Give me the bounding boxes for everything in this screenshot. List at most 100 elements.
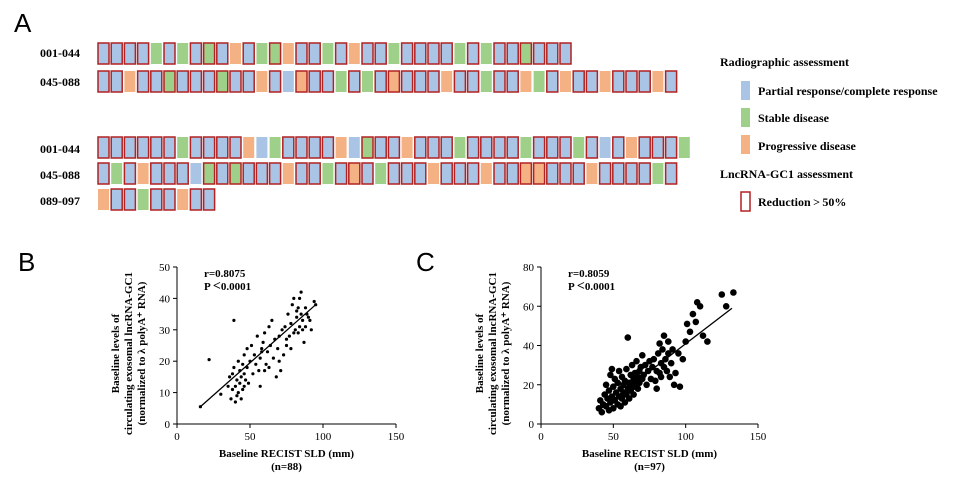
data-point: [306, 315, 310, 319]
cell-stable-reduction: [202, 162, 216, 185]
cell-response-reduction: [466, 70, 480, 93]
data-point: [309, 328, 313, 332]
data-point: [665, 338, 672, 345]
cell-progressive: [124, 71, 136, 92]
data-point: [265, 350, 270, 354]
data-point: [676, 383, 684, 391]
panel-c-letter: C: [416, 247, 435, 277]
data-point: [652, 377, 659, 385]
panel-c: C 0 20 40 60 80 0 50 100 150 Baseline RECIST SLD …: [416, 247, 767, 473]
cell-progressive: [243, 137, 255, 158]
data-point: [287, 334, 291, 338]
data-point: [640, 371, 647, 379]
cell-response-reduction: [612, 70, 625, 93]
cell-response-reduction: [202, 188, 216, 211]
cell-response-reduction: [189, 70, 203, 93]
data-point: [258, 384, 262, 388]
cell-progressive-reduction: [532, 162, 546, 185]
data-point: [239, 397, 243, 401]
cell-response-reduction: [163, 136, 176, 159]
cell-response-reduction: [493, 70, 506, 93]
cell-response-reduction: [295, 42, 308, 65]
cell-response-reduction: [242, 42, 255, 65]
y-tick-label: 40: [159, 293, 171, 305]
data-point: [657, 373, 665, 381]
cell-progressive: [348, 43, 360, 64]
cell-progressive: [282, 163, 294, 184]
data-point: [239, 375, 243, 379]
data-point: [607, 371, 614, 379]
cell-stable: [137, 189, 149, 210]
data-point: [249, 343, 254, 348]
row-label-g1-r2: 045-088: [40, 75, 80, 89]
data-point: [699, 332, 707, 340]
cell-response-reduction: [123, 42, 137, 65]
cell-progressive: [428, 163, 439, 184]
data-point: [286, 312, 290, 316]
data-point: [598, 408, 606, 416]
data-point: [270, 318, 274, 322]
cell-response-reduction: [440, 42, 453, 65]
cell-response-reduction: [216, 162, 229, 185]
cell-progressive-reduction: [295, 70, 308, 93]
data-point: [308, 318, 312, 322]
data-point: [605, 387, 613, 394]
sample-size-label: (n=97): [634, 461, 665, 473]
x-tick-label: 0: [538, 431, 544, 443]
data-point: [260, 350, 264, 354]
cell-progressive-reduction: [387, 70, 401, 93]
panel-a: A 001-044 045-088 001-044 045-088 089-09…: [14, 8, 938, 212]
row-label-g2-r2: 045-088: [40, 168, 80, 182]
y-tick-label: 80: [523, 262, 535, 274]
data-point: [314, 303, 318, 307]
cell-response: [190, 163, 202, 184]
data-point: [238, 381, 242, 385]
cell-response-reduction: [559, 136, 572, 159]
cell-response-reduction: [229, 70, 242, 93]
data-point: [660, 332, 668, 340]
cell-response-reduction: [163, 188, 176, 211]
y-axis-title-line: circulating exosomal lncRNA-GC1: [487, 272, 499, 435]
cell-response-reduction: [493, 42, 506, 65]
regression-line: [199, 304, 317, 408]
y-tick-label: 60: [523, 301, 535, 313]
row-label-g2-r3: 089-097: [40, 194, 80, 208]
data-point: [261, 340, 265, 344]
y-tick-label: 50: [159, 262, 171, 274]
cell-response-reduction: [572, 162, 585, 185]
data-point: [242, 372, 246, 376]
x-tick-label: 50: [608, 431, 620, 443]
cell-progressive: [137, 163, 149, 184]
data-point: [260, 347, 264, 351]
row-label-g1-r1: 001-044: [40, 46, 80, 60]
scatter-chart-b: 0 10 20 30 40 50 0 50 100 150 Baseline RECIST SLD …: [110, 262, 405, 473]
data-point: [633, 357, 640, 365]
x-tick-label: 150: [388, 431, 405, 443]
cell-stable-reduction: [229, 162, 242, 185]
data-point: [302, 340, 306, 344]
data-point: [290, 303, 294, 307]
cell-response-reduction: [176, 162, 189, 185]
data-point: [683, 320, 691, 328]
cell-response-reduction: [176, 70, 189, 93]
legend: Radiographic assessment Partial response…: [720, 55, 938, 212]
cell-progressive: [98, 189, 109, 210]
data-point: [617, 403, 624, 410]
cell-response-reduction: [427, 42, 440, 65]
cell-response-reduction: [374, 42, 387, 65]
cell-stable-reduction: [361, 136, 374, 159]
data-point: [263, 369, 267, 373]
data-point: [258, 356, 262, 360]
sample-size-label: (n=88): [271, 461, 302, 473]
correlation-r: r=0.8075: [204, 268, 246, 280]
cell-response-reduction: [585, 70, 599, 93]
cell-progressive: [652, 71, 664, 92]
cell-stable: [520, 137, 532, 158]
data-point: [273, 337, 277, 341]
x-tick-label: 50: [245, 431, 257, 443]
panel-b-letter: B: [18, 247, 35, 277]
cell-response-reduction: [466, 162, 480, 185]
response-grid-group-2: 001-044 045-088 089-097: [40, 136, 690, 211]
cell-stable: [322, 43, 334, 64]
y-tick-label: 10: [159, 388, 171, 400]
